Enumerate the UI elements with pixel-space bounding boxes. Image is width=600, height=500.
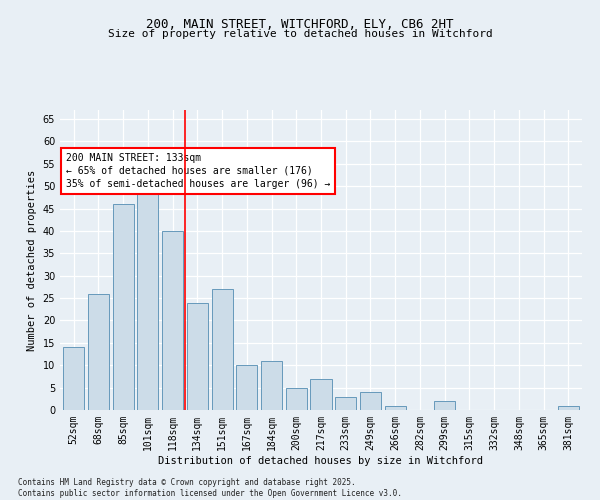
Bar xyxy=(335,396,356,410)
Bar xyxy=(162,231,183,410)
Bar xyxy=(137,177,158,410)
Bar xyxy=(63,348,84,410)
Bar xyxy=(187,302,208,410)
Bar xyxy=(360,392,381,410)
Y-axis label: Number of detached properties: Number of detached properties xyxy=(27,170,37,350)
Bar xyxy=(286,388,307,410)
Bar xyxy=(261,360,282,410)
Bar xyxy=(385,406,406,410)
Text: Size of property relative to detached houses in Witchford: Size of property relative to detached ho… xyxy=(107,29,493,39)
Bar xyxy=(558,406,579,410)
Text: Contains HM Land Registry data © Crown copyright and database right 2025.
Contai: Contains HM Land Registry data © Crown c… xyxy=(18,478,402,498)
Text: 200, MAIN STREET, WITCHFORD, ELY, CB6 2HT: 200, MAIN STREET, WITCHFORD, ELY, CB6 2H… xyxy=(146,18,454,30)
Bar xyxy=(113,204,134,410)
Bar xyxy=(88,294,109,410)
Bar xyxy=(434,401,455,410)
X-axis label: Distribution of detached houses by size in Witchford: Distribution of detached houses by size … xyxy=(158,456,484,466)
Bar xyxy=(236,365,257,410)
Bar xyxy=(310,378,332,410)
Text: 200 MAIN STREET: 133sqm
← 65% of detached houses are smaller (176)
35% of semi-d: 200 MAIN STREET: 133sqm ← 65% of detache… xyxy=(66,152,331,189)
Bar xyxy=(212,289,233,410)
